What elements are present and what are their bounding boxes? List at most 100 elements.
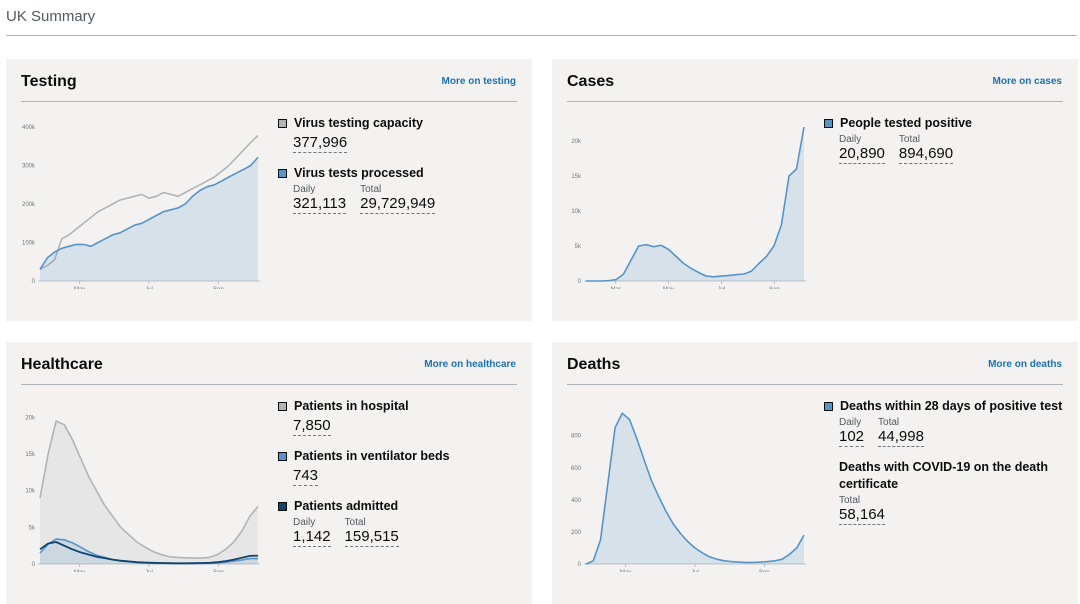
healthcare-card: Healthcare More on healthcare 0 5k 10k 15k 2…: [6, 342, 532, 604]
y-tick-label: 15k: [571, 174, 582, 180]
y-tick-label: 300k: [22, 164, 36, 170]
y-tick-label: 100k: [22, 241, 36, 247]
total-label: Total: [344, 517, 366, 528]
x-tick-label: Jul: [145, 570, 153, 572]
daily-value[interactable]: 20,890: [839, 145, 885, 164]
more-on-cases-link[interactable]: More on cases: [992, 76, 1062, 87]
x-tick-label: Sep: [213, 570, 224, 572]
y-tick-label: 20k: [25, 415, 36, 421]
testing-chart: 0 100k 200k 300k 400k May Jul Sep: [22, 125, 260, 289]
x-tick-label: Sep: [759, 570, 770, 572]
cases-metrics: People tested positive Daily 20,890 Total…: [824, 115, 1074, 176]
total-value[interactable]: 58,164: [839, 506, 885, 525]
metric-label: Virus tests processed: [294, 166, 424, 180]
legend-swatch: [278, 502, 287, 511]
deaths-chart: 0 200 400 600 800 May Jul Sep: [571, 412, 806, 572]
y-tick-label: 0: [32, 562, 36, 568]
metric-deaths-within-28-days: Deaths within 28 days of positive test D…: [824, 398, 1074, 447]
legend-swatch: [824, 402, 833, 411]
series-line: [39, 156, 259, 270]
x-tick-label: May: [74, 287, 85, 289]
metric-patients-in-hospital: Patients in hospital 7,850: [278, 398, 528, 436]
total-label: Total: [360, 184, 382, 195]
metric-value[interactable]: 7,850: [293, 417, 331, 436]
testing-metrics: Virus testing capacity 377,996 Virus tes…: [278, 115, 528, 226]
series-area: [40, 539, 258, 564]
metric-label: Patients in ventilator beds: [294, 449, 450, 463]
metric-virus-testing-capacity: Virus testing capacity 377,996: [278, 115, 528, 153]
more-on-healthcare-link[interactable]: More on healthcare: [424, 359, 516, 370]
x-tick-label: May: [620, 570, 631, 572]
total-value[interactable]: 894,690: [898, 145, 954, 164]
y-tick-label: 800: [571, 434, 582, 440]
y-tick-label: 5k: [575, 244, 582, 250]
x-tick-label: May: [74, 570, 85, 572]
metric-deaths-death-certificate: Deaths with COVID-19 on the death certif…: [824, 459, 1074, 525]
daily-value[interactable]: 102: [839, 428, 865, 447]
y-tick-label: 600: [571, 466, 582, 472]
series-line: [39, 134, 259, 271]
legend-swatch: [278, 169, 287, 178]
card-header: Healthcare More on healthcare: [21, 356, 517, 385]
metric-label: Patients in hospital: [294, 399, 409, 413]
cases-chart: 0 5k 10k 15k 20k Mar May Jul Sep: [571, 126, 806, 289]
daily-label: Daily: [839, 417, 862, 428]
daily-value[interactable]: 1,142: [293, 528, 331, 547]
daily-label: Daily: [293, 517, 316, 528]
card-title: Cases: [567, 73, 615, 90]
daily-value[interactable]: 321,113: [293, 195, 347, 214]
card-header: Cases More on cases: [567, 73, 1063, 102]
y-tick-label: 200: [571, 530, 582, 536]
metric-label: Virus testing capacity: [294, 116, 423, 130]
y-tick-label: 15k: [25, 452, 36, 458]
more-on-deaths-link[interactable]: More on deaths: [988, 359, 1062, 370]
x-tick-label: Sep: [769, 287, 780, 289]
daily-label: Daily: [839, 134, 862, 145]
total-label: Total: [878, 417, 900, 428]
title-divider: [6, 35, 1077, 36]
metric-label: Patients admitted: [294, 499, 399, 513]
metric-value[interactable]: 377,996: [293, 134, 348, 153]
more-on-testing-link[interactable]: More on testing: [441, 76, 516, 87]
y-tick-label: 10k: [25, 489, 36, 495]
y-tick-label: 20k: [571, 139, 582, 145]
x-tick-label: Jul: [145, 287, 153, 289]
y-tick-label: 5k: [29, 525, 36, 531]
legend-swatch: [278, 452, 287, 461]
y-tick-label: 400k: [22, 125, 36, 131]
metric-value[interactable]: 743: [293, 467, 319, 486]
total-value[interactable]: 159,515: [344, 528, 399, 547]
metric-patients-admitted: Patients admitted Daily 1,142 Total 159,51…: [278, 498, 528, 547]
testing-card: Testing More on testing 0 100k 200k 300k 400…: [6, 59, 532, 321]
metric-people-tested-positive: People tested positive Daily 20,890 Total…: [824, 115, 1074, 164]
legend-swatch: [824, 119, 833, 128]
metric-label: Deaths with COVID-19 on the death certif…: [839, 460, 1049, 491]
metric-virus-tests-processed: Virus tests processed Daily 321,113 Total…: [278, 165, 528, 214]
series-area: [586, 127, 804, 281]
series-line: [39, 420, 259, 559]
y-tick-label: 10k: [571, 209, 582, 215]
legend-swatch: [278, 119, 287, 128]
y-tick-label: 0: [578, 279, 582, 285]
total-value[interactable]: 44,998: [878, 428, 924, 447]
card-header: Deaths More on deaths: [567, 356, 1063, 385]
total-label: Total: [898, 134, 921, 145]
y-tick-label: 200k: [22, 202, 36, 208]
metric-patients-in-ventilator-beds: Patients in ventilator beds 743: [278, 448, 528, 486]
x-tick-label: Mar: [611, 287, 621, 289]
page-title: UK Summary: [6, 8, 96, 25]
series-line: [585, 412, 805, 565]
card-title: Healthcare: [21, 356, 103, 373]
card-header: Testing More on testing: [21, 73, 517, 102]
total-label: Total: [839, 495, 861, 506]
deaths-metrics: Deaths within 28 days of positive test D…: [824, 398, 1074, 537]
healthcare-metrics: Patients in hospital 7,850 Patients in v…: [278, 398, 528, 559]
series-line: [586, 126, 805, 282]
cases-card: Cases More on cases 0 5k 10k 15k 20k Mar May Ju…: [552, 59, 1078, 321]
series-area: [40, 421, 258, 564]
card-title: Deaths: [567, 356, 621, 373]
metric-label: Deaths within 28 days of positive test: [840, 399, 1063, 413]
series-area: [586, 413, 804, 564]
y-tick-label: 0: [32, 279, 36, 285]
total-value[interactable]: 29,729,949: [360, 195, 436, 214]
